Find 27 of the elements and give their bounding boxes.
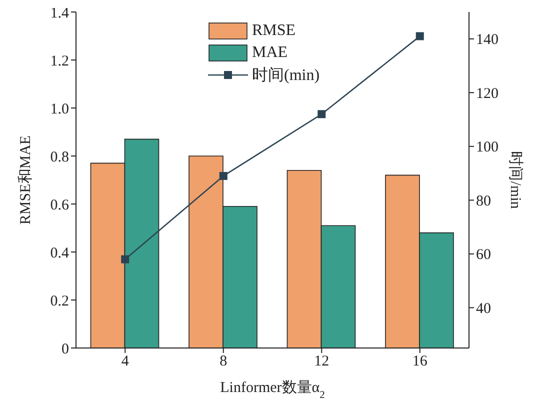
y-tick-label: 0.6 bbox=[50, 197, 70, 214]
x-tick-label: 4 bbox=[121, 354, 130, 370]
y2-tick-label: 40 bbox=[476, 301, 491, 318]
x-tick-label: 12 bbox=[314, 354, 330, 370]
point bbox=[416, 32, 424, 40]
y-tick-label: 1.2 bbox=[50, 53, 69, 70]
y2-tick-label: 100 bbox=[476, 140, 498, 156]
y2-tick-label: 80 bbox=[476, 193, 491, 210]
y2-axis-title: 时间/min bbox=[507, 151, 524, 210]
y-tick-label: 0.4 bbox=[50, 245, 70, 262]
y2-tick-label: 120 bbox=[476, 86, 498, 102]
y-tick-label: 0.2 bbox=[50, 293, 69, 310]
y-axis-title: RMSE和MAE bbox=[17, 135, 34, 225]
legend-label: 时间(min) bbox=[252, 66, 320, 86]
y2-tick-label: 60 bbox=[476, 247, 491, 264]
x-tick-label: 8 bbox=[220, 354, 228, 370]
legend-label: RMSE bbox=[252, 22, 296, 40]
point bbox=[318, 110, 326, 118]
y2-tick-label: 140 bbox=[476, 32, 498, 48]
point bbox=[219, 172, 228, 180]
y-tick-label: 0 bbox=[62, 341, 69, 358]
legend-label: MAE bbox=[252, 44, 288, 62]
point bbox=[121, 255, 130, 264]
y-tick-label: 1.0 bbox=[50, 101, 69, 118]
x-tick-label: 16 bbox=[412, 354, 428, 370]
x-axis-title: Linformer数量α$_{2}$ bbox=[220, 380, 325, 400]
y-tick-label: 0.8 bbox=[50, 149, 69, 166]
